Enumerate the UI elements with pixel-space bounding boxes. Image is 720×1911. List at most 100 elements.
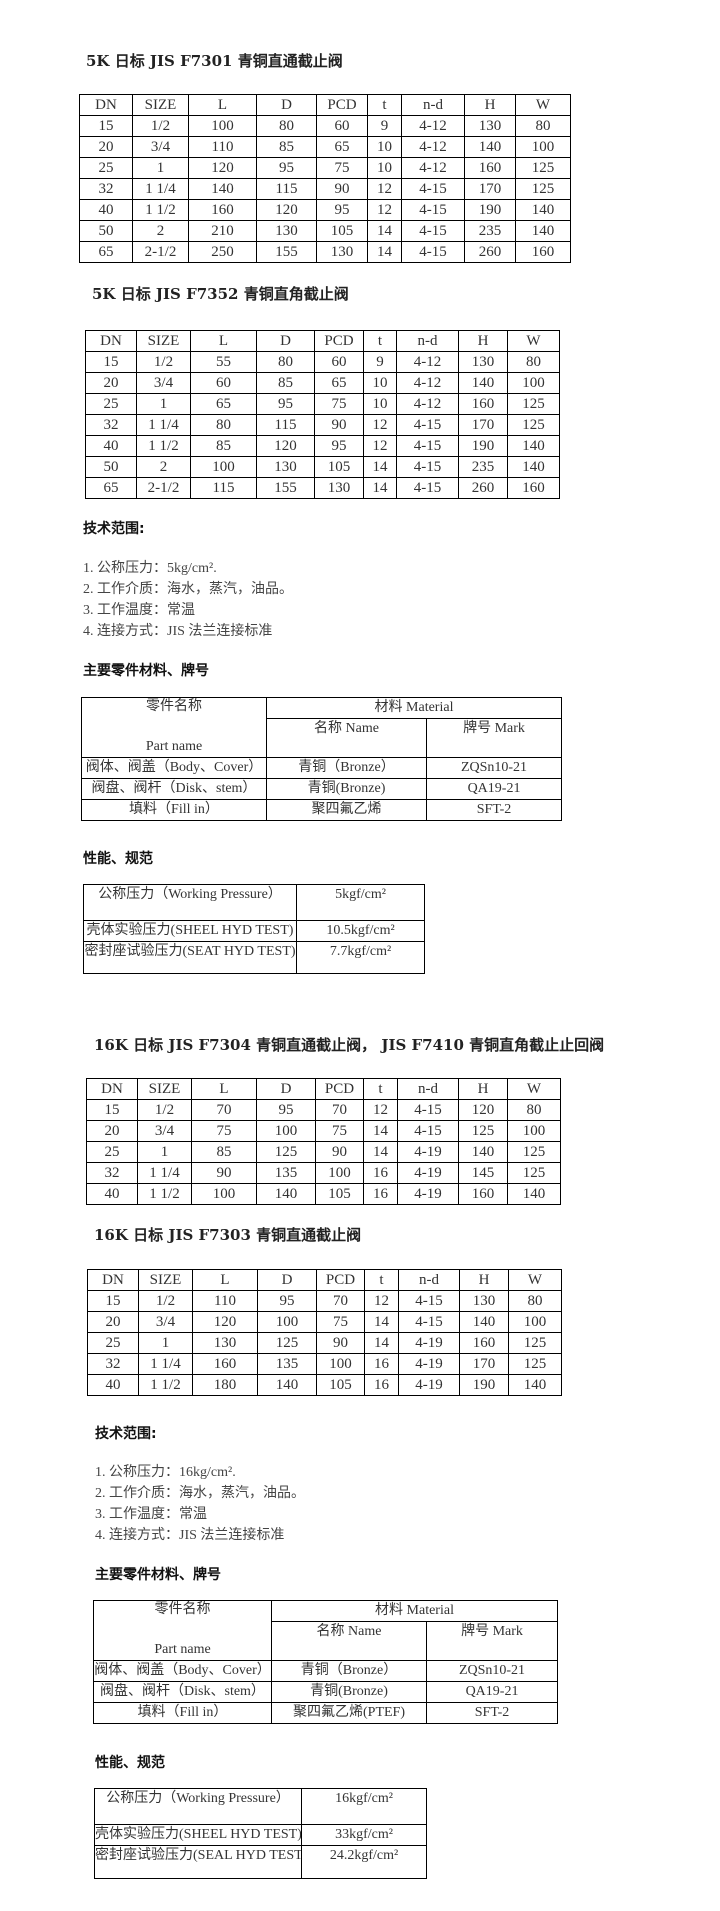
table-cell: 70	[191, 1099, 257, 1121]
table-cell: 65	[79, 241, 133, 263]
header-cell: L	[192, 1269, 258, 1291]
table-cell: 2-1/2	[132, 241, 189, 263]
table-cell: 100	[190, 456, 257, 478]
table-cell: 85	[191, 1141, 257, 1163]
table-cell: 14	[367, 220, 402, 242]
header-cell: L	[191, 1078, 257, 1100]
performance-cell: 公称压力（Working Pressure）	[83, 884, 297, 921]
table-cell: 2	[132, 220, 189, 242]
parts-row: 阀体、阀盖（Body、Cover） 青铜（Bronze） ZQSn10-21	[81, 757, 563, 779]
table-cell: 4-12	[396, 351, 459, 373]
table-cell: 70	[316, 1290, 365, 1312]
header-cell: W	[507, 1078, 561, 1100]
parts-cell: 青铜（Bronze）	[271, 1660, 427, 1682]
table-cell: 10	[367, 136, 402, 158]
table-cell: 85	[256, 136, 317, 158]
parts-heading: 主要零件材料、牌号	[83, 663, 209, 679]
table-row: 15 1/2 100 80 60 9 4-12 130 80	[79, 115, 571, 137]
parts-cell: 阀体、阀盖（Body、Cover）	[81, 757, 267, 779]
table-header-row: DN SIZE L D PCD t n-d H W	[79, 94, 571, 116]
table-cell: 120	[256, 435, 315, 457]
table-cell: 95	[256, 157, 317, 179]
parts-subheader-row: 名称 Name 牌号 Mark	[94, 1621, 559, 1661]
parts-cell: SFT-2	[425, 1702, 559, 1724]
header-cell: t	[364, 1269, 399, 1291]
table-cell: 125	[256, 1141, 316, 1163]
tech-list-item: 2. 工作介质：海水，蒸汽，油品。	[95, 1486, 305, 1501]
table-cell: 100	[191, 1183, 257, 1205]
table-cell: 10	[363, 372, 397, 394]
dimension-table: DN SIZE L D PCD t n-d H W 15 1/2 55 80 60 9 4-12 130 80 20…	[85, 330, 560, 499]
section-title: 16K 日标 JIS F7304 青铜直通截止阀， JIS F7410 青铜直角…	[94, 1036, 605, 1054]
table-row: 20 3/4 120 100 75 14 4-15 140 100	[87, 1311, 562, 1333]
table-cell: 1/2	[132, 115, 189, 137]
table-row: 25 1 65 95 75 10 4-12 160 125	[85, 393, 560, 415]
table-cell: 110	[192, 1290, 258, 1312]
tech-list-item: 4. 连接方式：JIS 法兰连接标准	[83, 624, 273, 639]
header-cell: H	[464, 94, 516, 116]
material-header: 材料 Material	[270, 1600, 559, 1622]
table-row: 32 1 1/4 160 135 100 16 4-19 170 125	[87, 1353, 562, 1375]
table-cell: 80	[508, 1290, 562, 1312]
header-cell: DN	[87, 1269, 139, 1291]
table-cell: 160	[458, 1183, 508, 1205]
parts-cell: ZQSn10-21	[425, 1660, 559, 1682]
table-cell: 55	[190, 351, 257, 373]
table-cell: 4-15	[401, 178, 465, 200]
part-name-en: Part name	[145, 739, 203, 754]
parts-cell: 青铜(Bronze)	[266, 778, 427, 800]
parts-cell: 填料（Fill in）	[81, 799, 267, 821]
table-cell: 10	[367, 157, 402, 179]
performance-cell: 壳体实验压力(SHEEL HYD TEST)	[83, 919, 297, 942]
table-cell: 32	[86, 1162, 138, 1184]
performance-cell: 10.5kgf/cm²	[296, 919, 425, 942]
parts-cell: QA19-21	[425, 778, 563, 800]
table-row: 25 1 120 95 75 10 4-12 160 125	[79, 157, 571, 179]
table-cell: 14	[363, 1120, 398, 1142]
tech-list-item: 4. 连接方式：JIS 法兰连接标准	[95, 1528, 285, 1543]
parts-cell: 阀盘、阀杆（Disk、stem）	[93, 1681, 272, 1703]
table-row: 25 1 85 125 90 14 4-19 140 125	[86, 1141, 561, 1163]
header-cell: PCD	[314, 330, 364, 352]
table-header-row: DN SIZE L D PCD t n-d H W	[87, 1269, 562, 1291]
table-cell: 115	[190, 477, 257, 499]
table-cell: 50	[85, 456, 137, 478]
part-name-header: 零件名称 Part name	[81, 697, 267, 758]
part-name-header: 零件名称 Part name	[93, 1600, 272, 1661]
header-cell: n-d	[401, 94, 465, 116]
performance-row: 公称压力（Working Pressure） 5kgf/cm²	[83, 884, 425, 921]
tech-list-item: 1. 公称压力：16kg/cm².	[95, 1465, 236, 1480]
table-cell: 40	[79, 199, 133, 221]
table-cell: 135	[256, 1162, 316, 1184]
table-cell: 4-19	[397, 1162, 459, 1184]
table-cell: 95	[257, 1290, 317, 1312]
table-cell: 1/2	[137, 1099, 192, 1121]
table-cell: 130	[459, 1290, 509, 1312]
performance-cell: 密封座试验压力(SEAT HYD TEST)	[83, 940, 297, 974]
table-cell: 140	[507, 435, 560, 457]
header-cell: n-d	[396, 330, 459, 352]
header-cell: D	[257, 1269, 317, 1291]
parts-header-row: 零件名称 Part name 材料 Material	[81, 697, 563, 758]
table-cell: 4-12	[396, 393, 459, 415]
table-cell: 65	[314, 372, 364, 394]
table-cell: 14	[364, 1311, 399, 1333]
table-cell: 32	[87, 1353, 139, 1375]
table-cell: 105	[316, 1374, 365, 1396]
table-cell: 40	[87, 1374, 139, 1396]
table-row: 15 1/2 110 95 70 12 4-15 130 80	[87, 1290, 562, 1312]
perf-heading: 性能、规范	[83, 851, 153, 867]
header-cell: DN	[79, 94, 133, 116]
table-row: 20 3/4 60 85 65 10 4-12 140 100	[85, 372, 560, 394]
dimension-table: DN SIZE L D PCD t n-d H W 15 1/2 100 80 60 9 4-12 130 80 2…	[79, 94, 571, 263]
table-cell: 9	[367, 115, 402, 137]
table-cell: 25	[85, 393, 137, 415]
table-cell: 190	[464, 199, 516, 221]
table-cell: 90	[316, 178, 368, 200]
table-cell: 100	[515, 136, 571, 158]
table-cell: 125	[507, 414, 560, 436]
table-cell: 125	[508, 1353, 562, 1375]
table-cell: 80	[507, 351, 560, 373]
table-cell: 125	[515, 178, 571, 200]
table-cell: 90	[191, 1162, 257, 1184]
